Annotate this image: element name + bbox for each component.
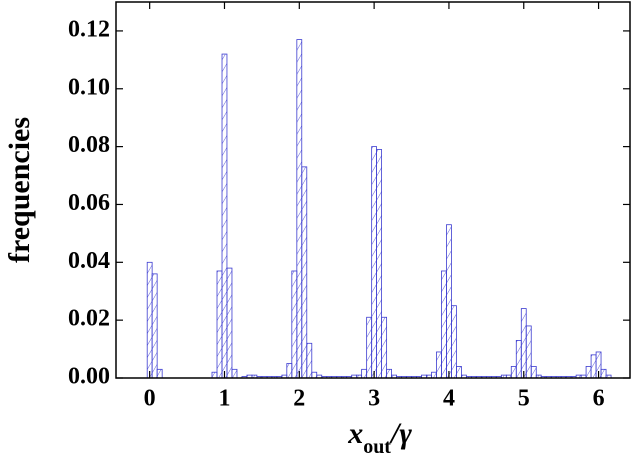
bar [520,308,527,379]
bar [211,371,218,379]
y-axis-label: frequencies [3,117,36,263]
bar [216,270,223,379]
bar [226,267,233,379]
y-tick-label: 0.12 [68,16,110,42]
bar [286,363,293,379]
x-tick-label: 5 [518,386,530,412]
y-tick-label: 0.04 [68,248,110,274]
bar [456,366,462,379]
bar [156,368,163,379]
bar [515,339,522,379]
bar [446,224,452,379]
bar [146,261,153,379]
bar [151,273,158,379]
y-tick-label: 0.02 [68,306,110,332]
x-tick-label: 0 [144,386,156,412]
y-tick-label: 0.00 [68,364,110,390]
bar [376,149,383,379]
bar [436,351,442,379]
x-axis-label-main: x [347,417,363,450]
bar [585,366,592,379]
bar [296,39,303,379]
bar [530,366,537,379]
x-axis-label: xout/γ [347,417,412,458]
x-tick-label: 3 [368,386,380,412]
bar [441,270,447,379]
bar [381,316,388,379]
bar [590,354,597,379]
y-tick-label: 0.08 [68,132,110,158]
bar [301,166,308,379]
plot-frame [115,1,631,379]
y-tick-label: 0.10 [68,74,110,100]
bar [600,368,607,379]
bar [231,368,238,379]
bar [431,371,437,379]
bar [221,53,228,379]
x-tick-label: 4 [443,386,455,412]
bar [386,368,392,379]
x-tick-label: 6 [593,386,605,412]
bar [311,371,318,379]
bar [361,368,368,379]
bar [306,342,313,379]
bar [510,366,517,379]
bar [525,325,532,379]
x-axis-label-sub: out [363,436,391,458]
bar [291,270,298,379]
bar [451,305,457,379]
x-tick-label: 2 [293,386,305,412]
x-tick-label: 1 [218,386,230,412]
bar [371,146,377,379]
bar [366,316,373,379]
y-tick-label: 0.06 [68,190,110,216]
x-axis-label-rest: /γ [389,417,412,450]
